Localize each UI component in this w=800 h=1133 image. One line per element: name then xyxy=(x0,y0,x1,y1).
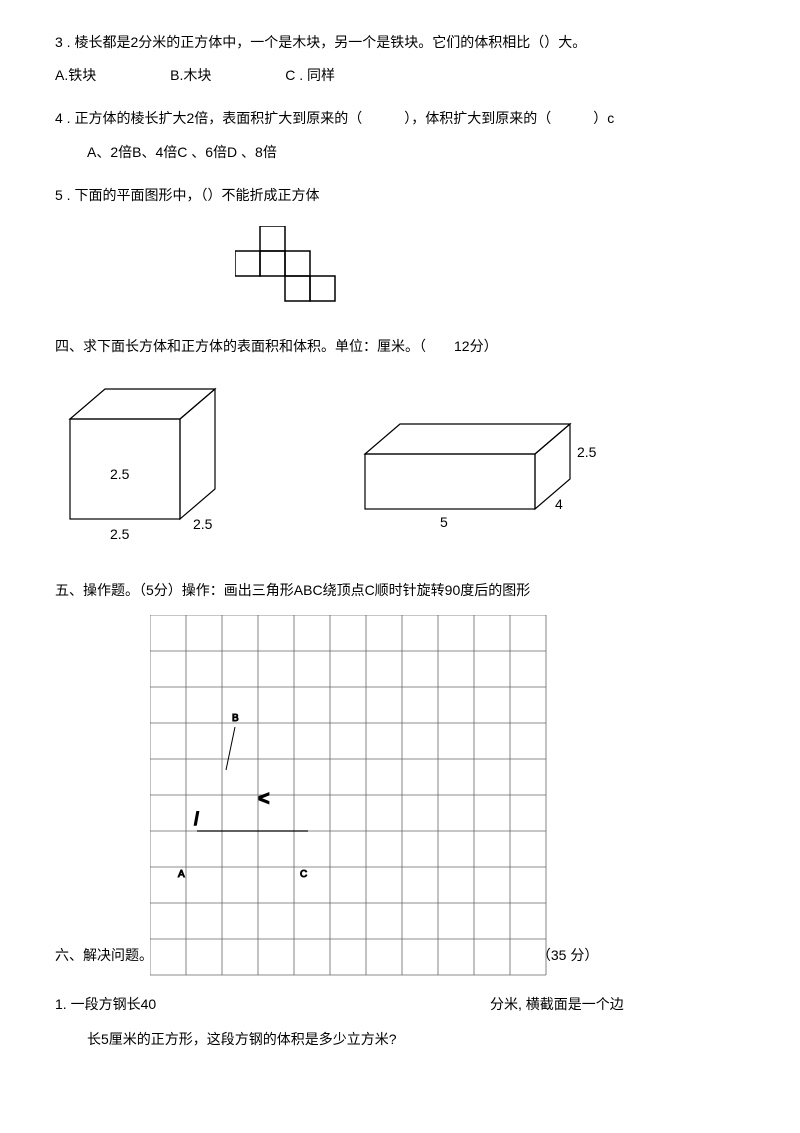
grid-svg: B A C / < xyxy=(150,615,548,977)
cube-label-depth: 2.5 xyxy=(193,516,213,532)
q6-1-line2: 长5厘米的正方形，这段方钢的体积是多少立方米? xyxy=(55,1027,745,1052)
grid-label-a: A xyxy=(178,869,185,880)
q6-1-line1a: 1. 一段方钢长40 xyxy=(55,996,156,1012)
net-svg xyxy=(235,226,365,306)
q3-option-a: A.铁块 xyxy=(55,67,96,83)
cube-figure: 2.5 2.5 2.5 xyxy=(55,379,235,557)
cuboid-label-length: 5 xyxy=(440,514,448,530)
question-4: 4 . 正方体的棱长扩大2倍，表面积扩大到原来的（ ），体积扩大到原来的（ ）c… xyxy=(55,106,745,164)
cuboid-label-height: 2.5 xyxy=(577,444,597,460)
solids-figures: 2.5 2.5 2.5 5 4 2.5 xyxy=(55,379,745,557)
q4-options: A、2倍B、4倍C 、6倍D 、8倍 xyxy=(55,140,745,165)
q6-1: 1. 一段方钢长40 分米, 横截面是一个边 长5厘米的正方形，这段方钢的体积是… xyxy=(55,992,745,1052)
section-6-score: （35 分） xyxy=(537,943,598,968)
cuboid-label-width: 4 xyxy=(555,496,563,512)
slash-1: / xyxy=(194,809,199,829)
q4-text: 4 . 正方体的棱长扩大2倍，表面积扩大到原来的（ ），体积扩大到原来的（ ）c xyxy=(55,106,745,131)
q3-option-c: C . 同样 xyxy=(285,67,335,83)
cube-label-width: 2.5 xyxy=(110,526,130,542)
angle-mark: < xyxy=(258,788,270,810)
q5-text: 5 . 下面的平面图形中，（）不能折成正方体 xyxy=(55,183,745,208)
grid-label-b: B xyxy=(232,713,239,724)
cuboid-svg: 5 4 2.5 xyxy=(355,409,615,549)
section-4-title: 四、求下面长方体和正方体的表面积和体积。单位：厘米。（ 12分） xyxy=(55,334,745,359)
question-3: 3 . 棱长都是2分米的正方体中，一个是木块，另一个是铁块。它们的体积相比（）大… xyxy=(55,30,745,88)
section-6-title: 六、解决问题。 xyxy=(55,947,153,963)
cube-label-front: 2.5 xyxy=(110,466,130,482)
grid-label-c: C xyxy=(300,869,307,880)
q6-1-line1b: 分米, 横截面是一个边 xyxy=(490,992,624,1017)
q3-options: A.铁块 B.木块 C . 同样 xyxy=(55,63,745,88)
rotation-grid: B A C / < xyxy=(150,615,745,985)
cube-svg: 2.5 2.5 2.5 xyxy=(55,379,235,549)
section-5-title: 五、操作题。（5分）操作：画出三角形ABC绕顶点C顺时针旋转90度后的图形 xyxy=(55,578,745,603)
q3-option-b: B.木块 xyxy=(170,67,211,83)
section-6-row: 六、解决问题。 （35 分） xyxy=(55,943,745,968)
question-5: 5 . 下面的平面图形中，（）不能折成正方体 xyxy=(55,183,745,208)
cube-net-figure xyxy=(235,226,745,314)
q3-text: 3 . 棱长都是2分米的正方体中，一个是木块，另一个是铁块。它们的体积相比（）大… xyxy=(55,30,745,55)
cuboid-figure: 5 4 2.5 xyxy=(355,409,615,557)
